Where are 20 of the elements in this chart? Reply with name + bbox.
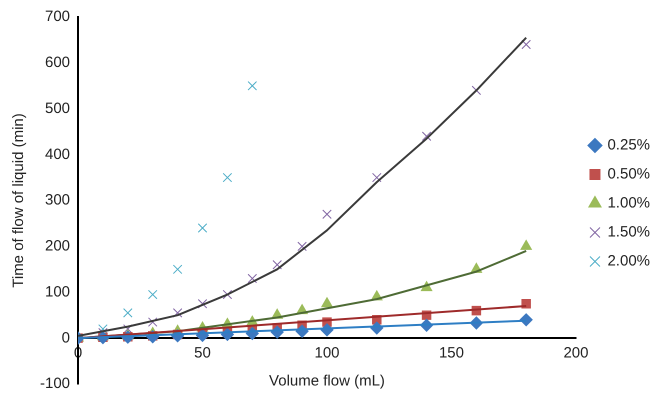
y-axis-title: Time of flow of liquid (min): [10, 113, 28, 288]
legend-label: 2.00%: [607, 252, 650, 270]
y-tick-label: 100: [44, 283, 70, 300]
x-tick-label: 150: [438, 344, 464, 362]
x-tick-label: 50: [194, 344, 211, 362]
y-tick-label: 200: [44, 238, 70, 255]
y-tick-label: 400: [44, 146, 70, 163]
legend-label: 0.50%: [607, 166, 650, 183]
legend-label: 1.00%: [607, 194, 650, 212]
y-tick-label: 700: [44, 8, 70, 26]
y-tick-label: 500: [44, 100, 70, 117]
y-tick-label: -100: [40, 375, 70, 392]
x-tick-label: 200: [563, 344, 588, 362]
y-tick-label: 0: [62, 329, 70, 346]
x-tick-label: 100: [314, 344, 340, 362]
y-tick-label: 600: [44, 54, 70, 72]
y-tick-label: 300: [44, 192, 70, 209]
legend-label: 1.50%: [607, 224, 650, 241]
x-axis-title: Volume flow (mL): [269, 372, 385, 390]
legend-label: 0.25%: [607, 136, 650, 154]
